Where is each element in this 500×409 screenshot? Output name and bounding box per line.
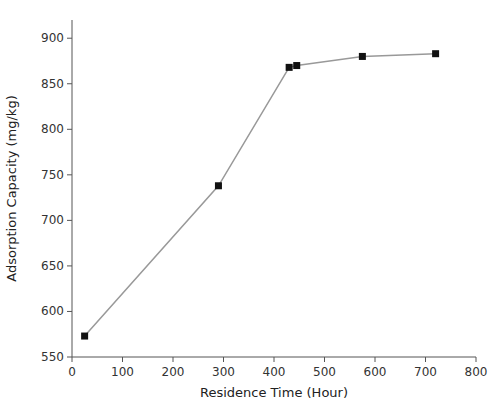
x-tick [223,357,224,362]
y-tick [67,220,72,221]
x-tick-label: 200 [162,365,185,379]
x-tick-label: 800 [465,365,488,379]
y-tick-label: 800 [41,122,64,136]
y-tick [67,265,72,266]
y-tick-label: 550 [41,350,64,364]
marker [359,53,366,60]
x-tick-label: 500 [313,365,336,379]
x-tick-label: 600 [364,365,387,379]
marker [293,62,300,69]
y-tick-label: 850 [41,77,64,91]
y-tick [67,83,72,84]
y-tick-label: 700 [41,213,64,227]
x-tick [72,357,73,362]
x-tick [274,357,275,362]
marker [286,64,293,71]
x-tick-label: 400 [263,365,286,379]
y-tick-label: 900 [41,31,64,45]
x-tick [324,357,325,362]
x-tick [122,357,123,362]
x-tick-label: 0 [68,365,76,379]
x-tick-label: 700 [414,365,437,379]
y-tick [67,174,72,175]
y-tick [67,38,72,39]
y-axis-label: Adsorption Capacity (mg/kg) [4,95,19,281]
x-tick [476,357,477,362]
chart: 0 100 200 300 400 500 600 700 800 550 600 650 700 750… [0,0,500,409]
x-tick [173,357,174,362]
y-tick [67,357,72,358]
plot-area [81,50,439,339]
x-tick-label: 300 [212,365,235,379]
y-axis-line [72,20,73,357]
y-tick-label: 750 [41,168,64,182]
x-tick [425,357,426,362]
y-tick-label: 650 [41,259,64,273]
y-tick [67,129,72,130]
marker [81,333,88,340]
y-tick-label: 600 [41,304,64,318]
y-tick [67,311,72,312]
x-tick-label: 100 [111,365,134,379]
x-axis-label: Residence Time (Hour) [200,385,348,400]
x-tick [375,357,376,362]
line [85,54,436,336]
chart-container: 0 100 200 300 400 500 600 700 800 550 600 650 700 750… [0,0,500,409]
marker [215,182,222,189]
marker [432,50,439,57]
